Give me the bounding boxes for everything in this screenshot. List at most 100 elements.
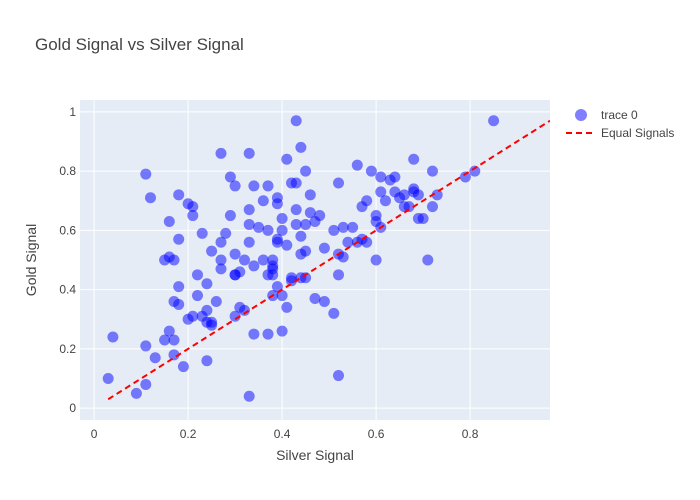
scatter-point[interactable] [149,352,161,364]
scatter-point[interactable] [408,153,420,165]
scatter-point[interactable] [173,281,185,293]
scatter-point[interactable] [267,269,279,281]
scatter-point[interactable] [333,370,344,382]
scatter-point[interactable] [318,295,330,307]
scatter-point[interactable] [361,195,373,207]
scatter-point[interactable] [333,177,344,189]
scatter-point[interactable] [351,159,363,171]
scatter-point[interactable] [361,236,373,248]
scatter-point[interactable] [145,192,156,204]
scatter-point[interactable] [248,328,260,340]
scatter-point[interactable] [427,201,438,213]
scatter-point[interactable] [427,165,438,177]
scatter-point[interactable] [201,304,213,316]
scatter-point[interactable] [417,213,429,225]
scatter-point[interactable] [337,251,349,263]
scatter-point[interactable] [243,236,255,248]
scatter-point[interactable] [257,254,269,266]
scatter-point[interactable] [187,310,199,322]
scatter-point[interactable] [300,218,312,230]
scatter-point[interactable] [281,153,293,165]
scatter-point[interactable] [215,263,227,275]
scatter-point[interactable] [403,201,415,213]
scatter-point[interactable] [262,224,274,236]
scatter-point[interactable] [271,198,283,210]
scatter-point[interactable] [173,233,185,245]
legend[interactable]: trace 0 Equal Signals [566,108,674,140]
scatter-point[interactable] [257,195,269,207]
scatter-point[interactable] [375,171,387,183]
scatter-point[interactable] [220,227,232,239]
scatter-point[interactable] [196,227,208,239]
scatter-point[interactable] [210,295,222,307]
scatter-point[interactable] [262,180,274,192]
scatter-point[interactable] [192,290,203,302]
scatter-point[interactable] [206,319,218,331]
scatter-point[interactable] [253,221,265,233]
scatter-point[interactable] [248,180,260,192]
scatter-point[interactable] [201,355,213,367]
scatter-point[interactable] [276,213,288,225]
scatter-point[interactable] [370,210,382,222]
scatter-point[interactable] [290,177,302,189]
scatter-point[interactable] [107,331,119,343]
scatter-point[interactable] [337,221,349,233]
scatter-point[interactable] [290,115,302,127]
scatter-point[interactable] [398,189,410,201]
scatter-point[interactable] [140,378,152,390]
scatter-point[interactable] [412,189,424,201]
scatter-point[interactable] [370,254,382,266]
scatter-point[interactable] [318,242,330,254]
scatter-point[interactable] [328,307,340,319]
scatter-point[interactable] [187,201,199,213]
scatter-point[interactable] [304,189,316,201]
scatter-point[interactable] [328,224,340,236]
scatter-point[interactable] [295,230,307,242]
scatter-point[interactable] [243,147,255,159]
scatter-point[interactable] [206,245,218,257]
scatter-point[interactable] [140,340,152,352]
scatter-point[interactable] [422,254,434,266]
scatter-point[interactable] [234,266,246,278]
scatter-point[interactable] [243,204,255,216]
scatter-point[interactable] [159,334,171,346]
scatter-point[interactable] [215,254,227,266]
scatter-point[interactable] [333,269,344,281]
scatter-point[interactable] [201,278,213,290]
scatter-point[interactable] [290,218,302,230]
scatter-point[interactable] [276,290,288,302]
scatter-point[interactable] [177,361,189,373]
scatter-point[interactable] [239,254,250,266]
scatter-point[interactable] [309,293,321,305]
scatter-point[interactable] [224,171,236,183]
scatter-point[interactable] [276,224,288,236]
scatter-point[interactable] [248,260,260,272]
scatter-point[interactable] [281,239,293,251]
scatter-point[interactable] [262,328,274,340]
scatter-point[interactable] [314,210,326,222]
scatter-point[interactable] [365,165,377,177]
scatter-point[interactable] [380,195,391,207]
scatter-point[interactable] [163,325,175,337]
legend-item-trace-0[interactable]: trace 0 [575,108,638,122]
scatter-point[interactable] [286,275,297,287]
scatter-point[interactable] [163,215,175,227]
scatter-point[interactable] [187,210,199,222]
scatter-point[interactable] [243,218,255,230]
scatter-point[interactable] [168,254,180,266]
scatter-point[interactable] [243,390,255,402]
scatter-point[interactable] [300,245,312,257]
scatter-point[interactable] [229,248,241,260]
scatter-point[interactable] [300,165,312,177]
scatter-point[interactable] [459,171,471,183]
scatter-point[interactable] [290,204,302,216]
scatter-point[interactable] [281,301,293,313]
scatter-point[interactable] [215,147,227,159]
scatter-point[interactable] [271,281,283,293]
scatter-point[interactable] [295,141,307,153]
scatter-point[interactable] [173,189,185,201]
scatter-point[interactable] [229,310,241,322]
scatter-point[interactable] [304,207,316,219]
scatter-point[interactable] [431,189,443,201]
scatter-point[interactable] [389,171,401,183]
